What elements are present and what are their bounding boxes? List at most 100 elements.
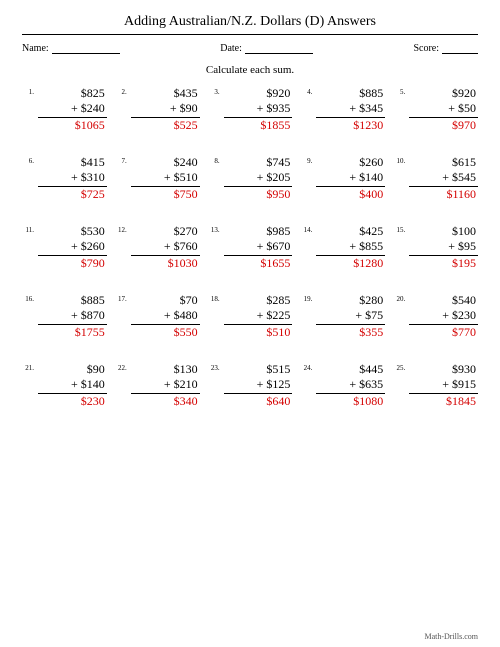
problem-body: $425+ $855$1280 <box>316 224 385 271</box>
problem-body: $920+ $935$1855 <box>224 86 293 133</box>
date-field: Date: <box>220 43 313 54</box>
problem: 24.$445+ $635$1080 <box>300 362 385 409</box>
addend-top: $260 <box>316 155 385 170</box>
problem-body: $615+ $545$1160 <box>409 155 478 202</box>
answer: $550 <box>131 325 200 340</box>
addend-bottom: + $870 <box>38 308 107 323</box>
problem-number: 13. <box>208 224 220 234</box>
answer: $1080 <box>316 394 385 409</box>
footer-text: Math-Drills.com <box>424 632 478 641</box>
problem-number: 4. <box>300 86 312 96</box>
problems-grid: 1.$825+ $240$10652.$435+ $90$5253.$920+ … <box>22 86 478 409</box>
problem-number: 12. <box>115 224 127 234</box>
addend-bottom: + $345 <box>316 101 385 116</box>
addend-top: $920 <box>409 86 478 101</box>
problem-number: 10. <box>393 155 405 165</box>
problem-body: $985+ $670$1655 <box>224 224 293 271</box>
problem-number: 9. <box>300 155 312 165</box>
problem: 1.$825+ $240$1065 <box>22 86 107 133</box>
addend-bottom: + $140 <box>38 377 107 392</box>
problem: 4. $885+ $345$1230 <box>300 86 385 133</box>
addend-bottom: + $125 <box>224 377 293 392</box>
problem-body: $435+ $90$525 <box>131 86 200 133</box>
answer: $1065 <box>38 118 107 133</box>
addend-bottom: + $260 <box>38 239 107 254</box>
problem-body: $100+ $95$195 <box>409 224 478 271</box>
problem: 11. $530+ $260 $790 <box>22 224 107 271</box>
problem-body: $930+ $915$1845 <box>409 362 478 409</box>
problem-number: 23. <box>208 362 220 372</box>
score-blank <box>442 53 478 54</box>
meta-row: Name: Date: Score: <box>22 43 478 54</box>
addend-bottom: + $205 <box>224 170 293 185</box>
date-blank <box>245 53 313 54</box>
problem-body: $885+ $345$1230 <box>316 86 385 133</box>
addend-top: $530 <box>38 224 107 239</box>
problem-number: 7. <box>115 155 127 165</box>
addend-top: $70 <box>131 293 200 308</box>
problem-body: $415+ $310$725 <box>38 155 107 202</box>
answer: $790 <box>38 256 107 271</box>
problem-number: 8. <box>208 155 220 165</box>
problem-number: 25. <box>393 362 405 372</box>
addend-top: $90 <box>38 362 107 377</box>
answer: $1855 <box>224 118 293 133</box>
addend-top: $100 <box>409 224 478 239</box>
problem-body: $285+ $225 $510 <box>224 293 293 340</box>
addend-bottom: + $480 <box>131 308 200 323</box>
problem: 14.$425+ $855$1280 <box>300 224 385 271</box>
problem-number: 5. <box>393 86 405 96</box>
score-label: Score: <box>413 43 439 54</box>
problem: 9.$260+ $140$400 <box>300 155 385 202</box>
problem: 3.$920+ $935$1855 <box>208 86 293 133</box>
page-title: Adding Australian/N.Z. Dollars (D) Answe… <box>22 14 478 35</box>
problem: 22.$130+ $210$340 <box>115 362 200 409</box>
problem: 12.$270+ $760$1030 <box>115 224 200 271</box>
addend-bottom: + $90 <box>131 101 200 116</box>
problem: 6. $415+ $310$725 <box>22 155 107 202</box>
problem-number: 21. <box>22 362 34 372</box>
problem-number: 22. <box>115 362 127 372</box>
problem: 25. $930+ $915$1845 <box>393 362 478 409</box>
addend-top: $130 <box>131 362 200 377</box>
addend-top: $285 <box>224 293 293 308</box>
problem-number: 18. <box>208 293 220 303</box>
problem: 18. $285+ $225 $510 <box>208 293 293 340</box>
problem-body: $240+ $510$750 <box>131 155 200 202</box>
addend-top: $930 <box>409 362 478 377</box>
addend-bottom: + $310 <box>38 170 107 185</box>
addend-bottom: + $855 <box>316 239 385 254</box>
problem-number: 15. <box>393 224 405 234</box>
addend-top: $415 <box>38 155 107 170</box>
problem-number: 6. <box>22 155 34 165</box>
problem: 20.$540+ $230$770 <box>393 293 478 340</box>
answer: $195 <box>409 256 478 271</box>
addend-top: $280 <box>316 293 385 308</box>
problem-body: $885+ $870$1755 <box>38 293 107 340</box>
addend-bottom: + $545 <box>409 170 478 185</box>
problem-number: 11. <box>22 224 34 234</box>
problem: 23.$515+ $125$640 <box>208 362 293 409</box>
addend-bottom: + $225 <box>224 308 293 323</box>
answer: $510 <box>224 325 293 340</box>
problem-body: $90+ $140$230 <box>38 362 107 409</box>
problem-body: $280+ $75$355 <box>316 293 385 340</box>
answer: $640 <box>224 394 293 409</box>
name-field: Name: <box>22 43 120 54</box>
problem: 2.$435+ $90$525 <box>115 86 200 133</box>
addend-bottom: + $240 <box>38 101 107 116</box>
addend-top: $745 <box>224 155 293 170</box>
problem-body: $70+ $480 $550 <box>131 293 200 340</box>
problem-number: 19. <box>300 293 312 303</box>
addend-top: $270 <box>131 224 200 239</box>
problem: 15. $100+ $95$195 <box>393 224 478 271</box>
addend-top: $615 <box>409 155 478 170</box>
addend-top: $885 <box>316 86 385 101</box>
answer: $355 <box>316 325 385 340</box>
answer: $950 <box>224 187 293 202</box>
addend-top: $240 <box>131 155 200 170</box>
answer: $340 <box>131 394 200 409</box>
addend-top: $425 <box>316 224 385 239</box>
problem: 10. $615+ $545$1160 <box>393 155 478 202</box>
problem-number: 17. <box>115 293 127 303</box>
